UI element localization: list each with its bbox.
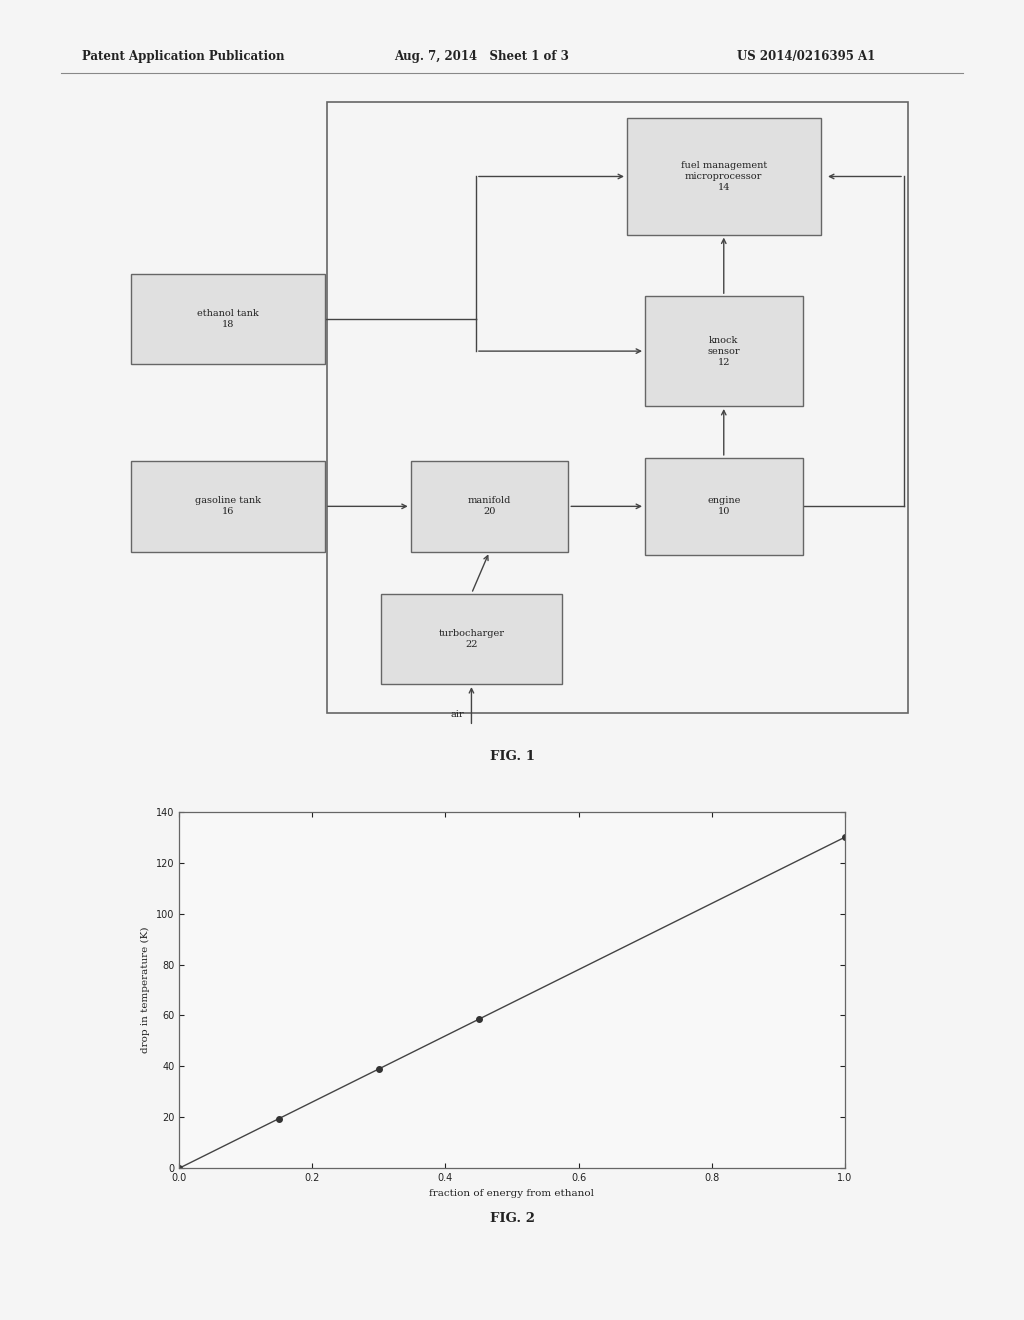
FancyBboxPatch shape [131, 461, 325, 552]
Text: US 2014/0216395 A1: US 2014/0216395 A1 [737, 50, 876, 63]
Text: engine
10: engine 10 [708, 496, 740, 516]
Text: FIG. 2: FIG. 2 [489, 1212, 535, 1225]
Text: ethanol tank
18: ethanol tank 18 [198, 309, 259, 329]
FancyBboxPatch shape [411, 461, 568, 552]
FancyBboxPatch shape [131, 273, 325, 364]
X-axis label: fraction of energy from ethanol: fraction of energy from ethanol [429, 1188, 595, 1197]
Text: Patent Application Publication: Patent Application Publication [82, 50, 285, 63]
Text: Aug. 7, 2014   Sheet 1 of 3: Aug. 7, 2014 Sheet 1 of 3 [394, 50, 569, 63]
Text: manifold
20: manifold 20 [468, 496, 511, 516]
FancyBboxPatch shape [381, 594, 561, 684]
FancyBboxPatch shape [645, 296, 803, 407]
Text: gasoline tank
16: gasoline tank 16 [196, 496, 261, 516]
Text: turbocharger
22: turbocharger 22 [438, 628, 505, 649]
FancyBboxPatch shape [645, 458, 803, 554]
Text: fuel management
microprocessor
14: fuel management microprocessor 14 [681, 161, 767, 193]
Text: FIG. 1: FIG. 1 [489, 750, 535, 763]
Y-axis label: drop in temperature (K): drop in temperature (K) [141, 927, 151, 1053]
FancyBboxPatch shape [627, 119, 820, 235]
Text: air: air [451, 710, 464, 719]
Text: knock
sensor
12: knock sensor 12 [708, 335, 740, 367]
